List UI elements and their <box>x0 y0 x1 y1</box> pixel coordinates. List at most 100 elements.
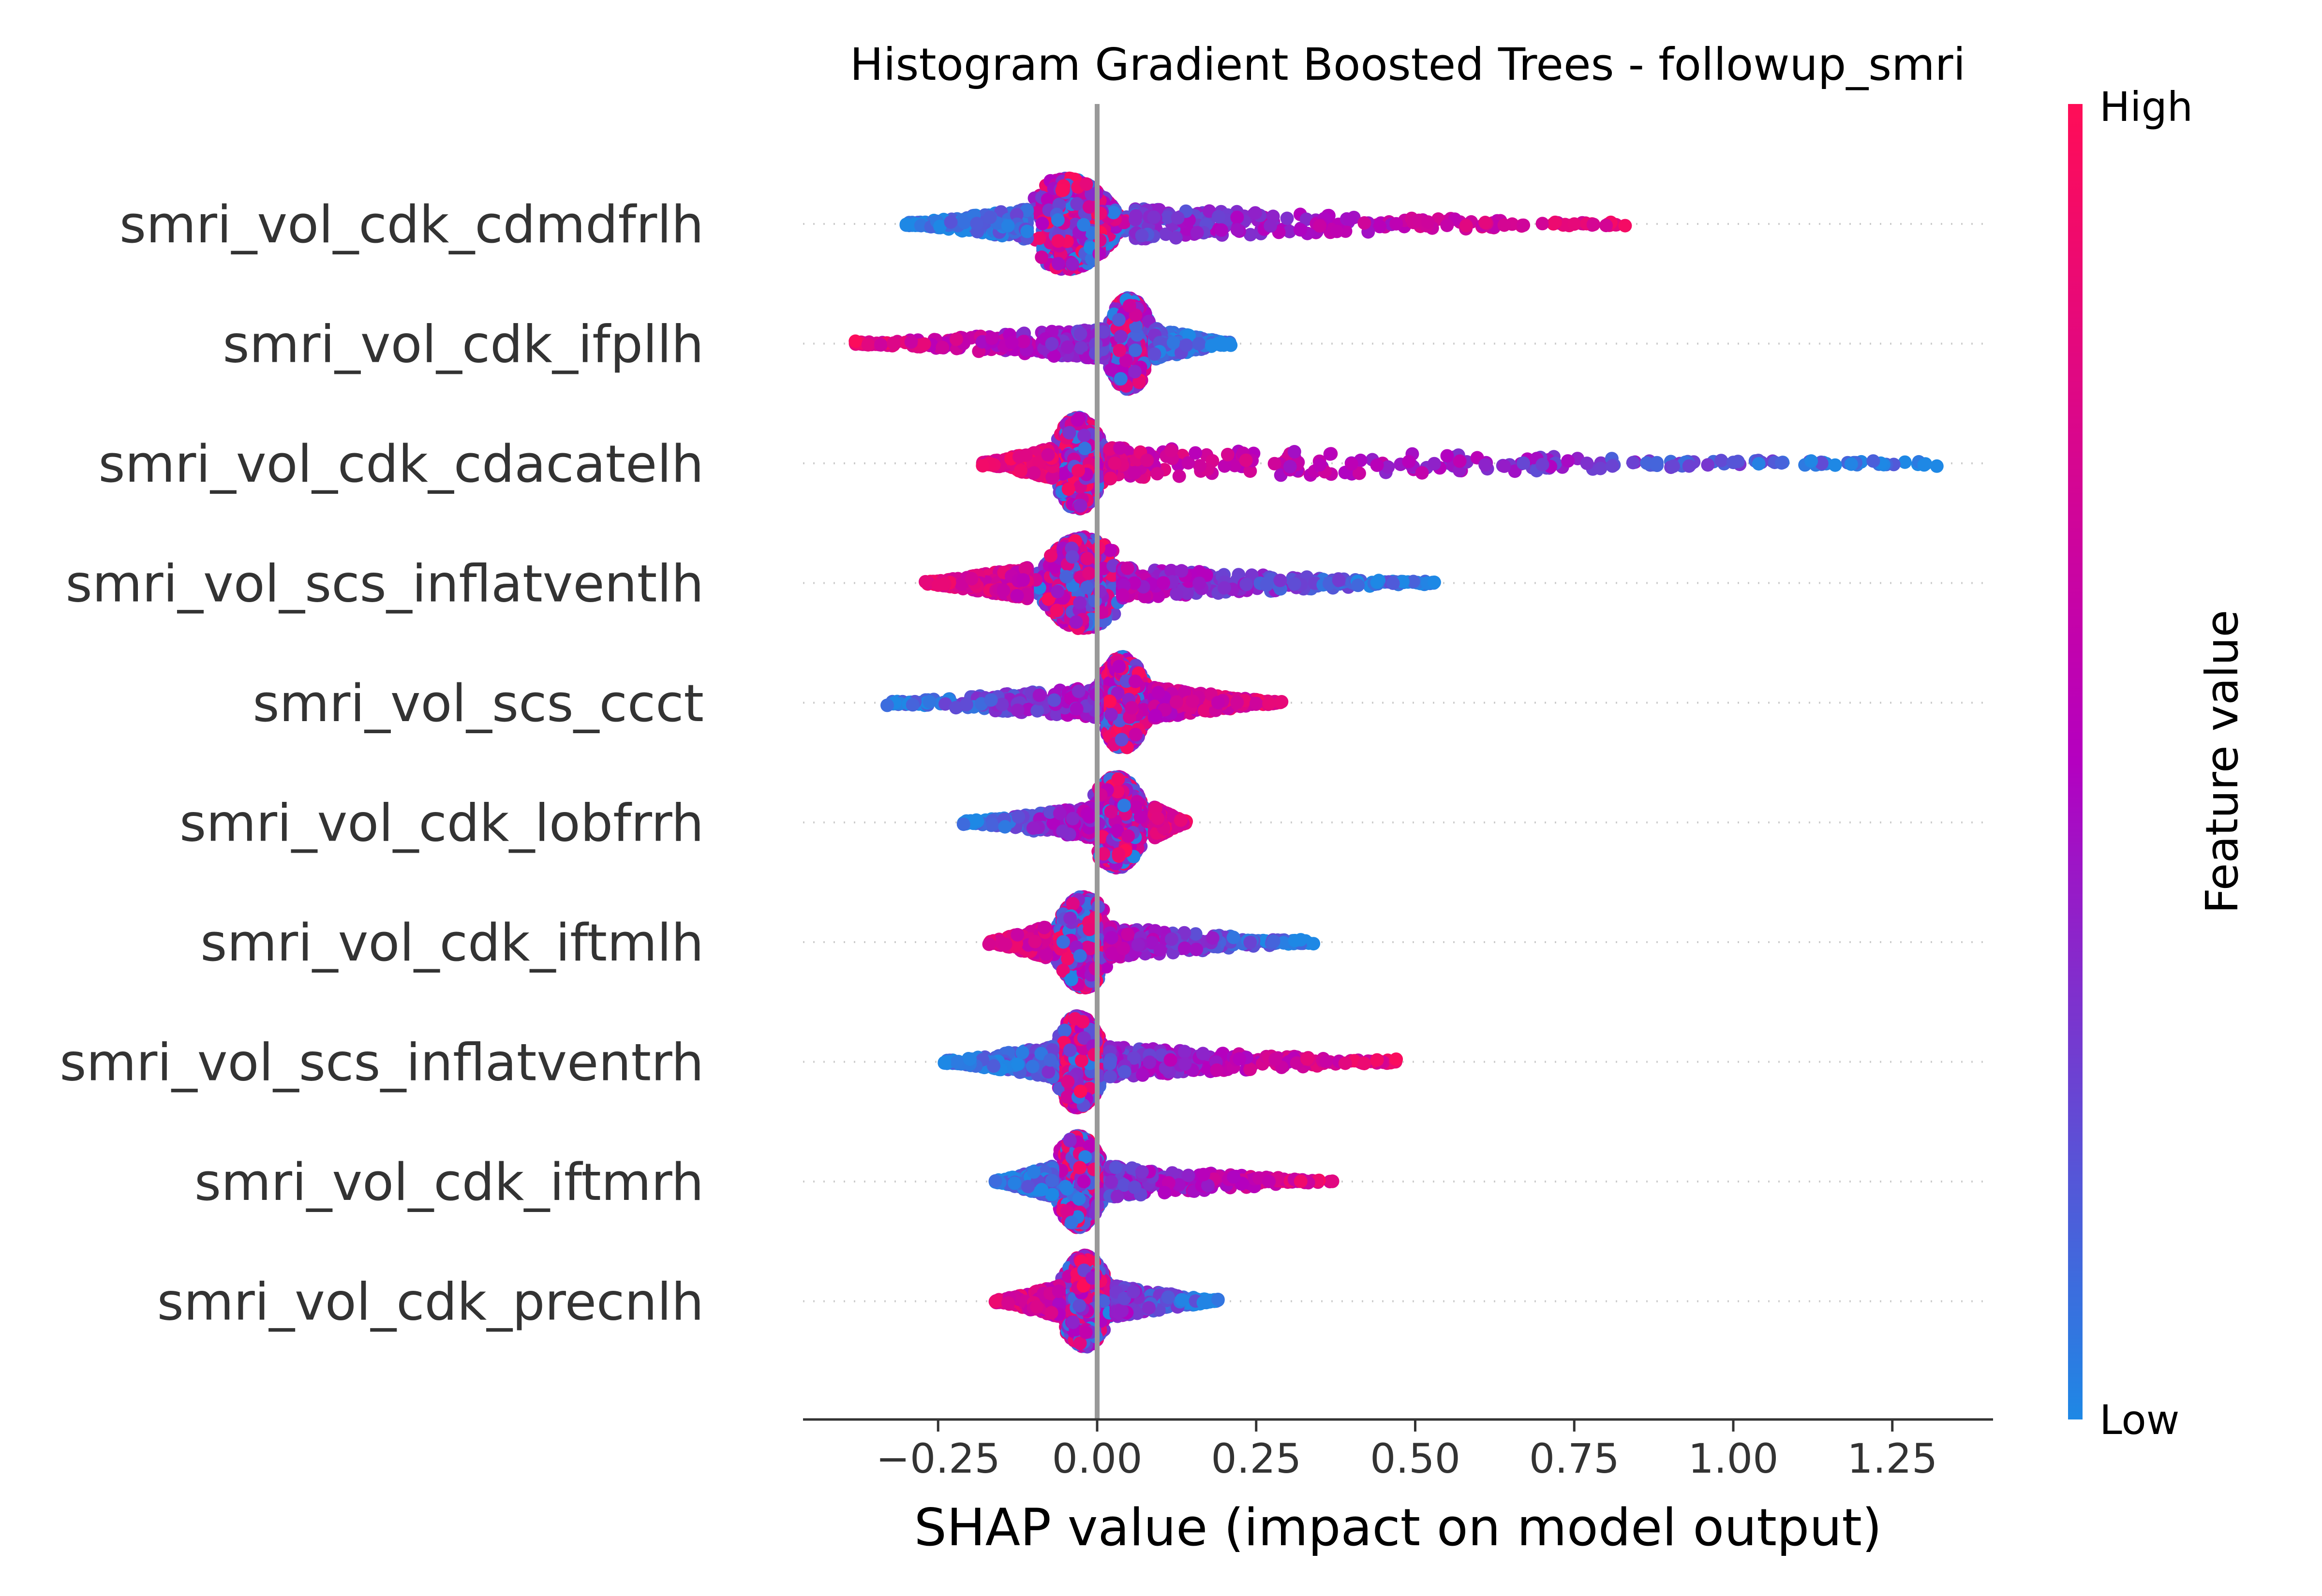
data-point <box>983 210 997 224</box>
data-point <box>1239 453 1253 467</box>
data-point <box>1061 482 1075 496</box>
data-point <box>1014 464 1028 478</box>
data-point <box>1218 459 1232 473</box>
data-point <box>1415 466 1429 480</box>
outlier-point <box>1313 219 1327 233</box>
data-point <box>1264 219 1278 233</box>
feature-rows: smri_vol_cdk_cdmdfrlh smri_vol_cdk_ifpllh… <box>60 195 1983 1332</box>
data-point <box>1166 336 1180 350</box>
data-point <box>1169 231 1183 245</box>
data-point <box>1626 456 1640 470</box>
data-point <box>1248 206 1262 220</box>
data-point <box>1682 459 1696 473</box>
data-point <box>1108 457 1122 470</box>
outlier-point <box>1192 337 1206 351</box>
data-point <box>1230 223 1244 237</box>
outlier-point <box>1427 457 1441 471</box>
data-point <box>1051 213 1065 227</box>
outlier-point <box>848 334 863 348</box>
outlier-point <box>1930 459 1944 473</box>
data-point <box>1804 454 1818 468</box>
data-point <box>1828 458 1842 472</box>
data-point <box>1112 313 1126 327</box>
data-point <box>1150 467 1164 481</box>
outlier-point <box>874 338 888 352</box>
data-point <box>904 335 918 349</box>
data-point <box>1078 442 1092 456</box>
data-point <box>1055 183 1069 197</box>
outlier-point <box>1389 217 1403 231</box>
data-point <box>1287 445 1301 458</box>
data-point <box>1129 343 1142 357</box>
feature-label: smri_vol_cdk_cdmdfrlh <box>119 195 704 254</box>
outlier-point <box>1497 218 1511 232</box>
data-point <box>1012 450 1026 464</box>
data-point <box>949 332 963 346</box>
data-point <box>957 215 971 229</box>
outlier-point <box>899 217 913 231</box>
data-point <box>1666 459 1680 473</box>
outlier-point <box>1345 457 1358 471</box>
data-point <box>1027 466 1041 480</box>
data-point <box>1065 257 1079 271</box>
data-point <box>936 340 950 355</box>
feature-label: smri_vol_cdk_iftmrh <box>194 1153 704 1212</box>
outlier-point <box>1535 217 1549 231</box>
feature-label: smri_vol_cdk_iftmlh <box>200 913 704 973</box>
data-point <box>1114 372 1128 386</box>
outlier-point <box>976 459 990 473</box>
data-point <box>1113 343 1127 357</box>
data-point <box>1122 299 1136 313</box>
data-point <box>1280 211 1294 225</box>
outlier-point <box>1440 219 1454 232</box>
data-point <box>1440 449 1454 463</box>
feature-label: smri_vol_scs_inflatventlh <box>65 554 704 614</box>
data-point <box>1193 459 1207 473</box>
outlier-point <box>1866 454 1880 468</box>
data-point <box>1062 426 1076 440</box>
data-point <box>1001 219 1015 233</box>
data-point <box>1294 223 1307 237</box>
data-point <box>1714 454 1728 468</box>
outlier-point <box>1517 456 1531 470</box>
data-point <box>1103 472 1117 486</box>
outlier-point <box>1179 338 1193 352</box>
data-point <box>1020 224 1034 238</box>
data-point <box>1230 210 1244 224</box>
outlier-point <box>1650 458 1664 473</box>
data-point <box>1016 335 1030 349</box>
data-point <box>1171 211 1185 225</box>
feature-label: smri_vol_cdk_precnlh <box>157 1272 704 1332</box>
outlier-point <box>1727 456 1740 470</box>
data-point <box>1135 229 1149 242</box>
data-point <box>1147 210 1161 224</box>
data-point <box>1323 447 1337 461</box>
data-point <box>1844 457 1858 471</box>
data-point <box>1077 218 1091 232</box>
data-point <box>1106 206 1120 220</box>
data-point <box>1077 429 1091 443</box>
data-point <box>1051 234 1065 248</box>
data-point <box>1283 459 1297 473</box>
outlier-point <box>1517 218 1531 232</box>
data-point <box>1267 457 1281 471</box>
outlier-point <box>1205 339 1219 353</box>
outlier-point <box>1535 458 1549 472</box>
outlier-point <box>887 336 901 350</box>
feature-label: smri_vol_scs_ccct <box>253 674 704 733</box>
feature-label: smri_vol_cdk_ifpllh <box>223 315 704 374</box>
outlier-point <box>1561 454 1575 468</box>
outlier-point <box>861 338 875 352</box>
outlier-point <box>1599 219 1613 233</box>
data-point <box>1128 365 1142 379</box>
feature-label: smri_vol_cdk_lobfrrh <box>179 794 704 853</box>
data-point <box>1060 340 1074 354</box>
data-point <box>1343 212 1357 226</box>
data-point <box>1073 499 1087 513</box>
data-point <box>1221 447 1235 461</box>
outlier-point <box>1618 219 1632 233</box>
data-point <box>1593 461 1608 475</box>
data-point <box>1147 347 1161 361</box>
data-point <box>1211 210 1225 223</box>
